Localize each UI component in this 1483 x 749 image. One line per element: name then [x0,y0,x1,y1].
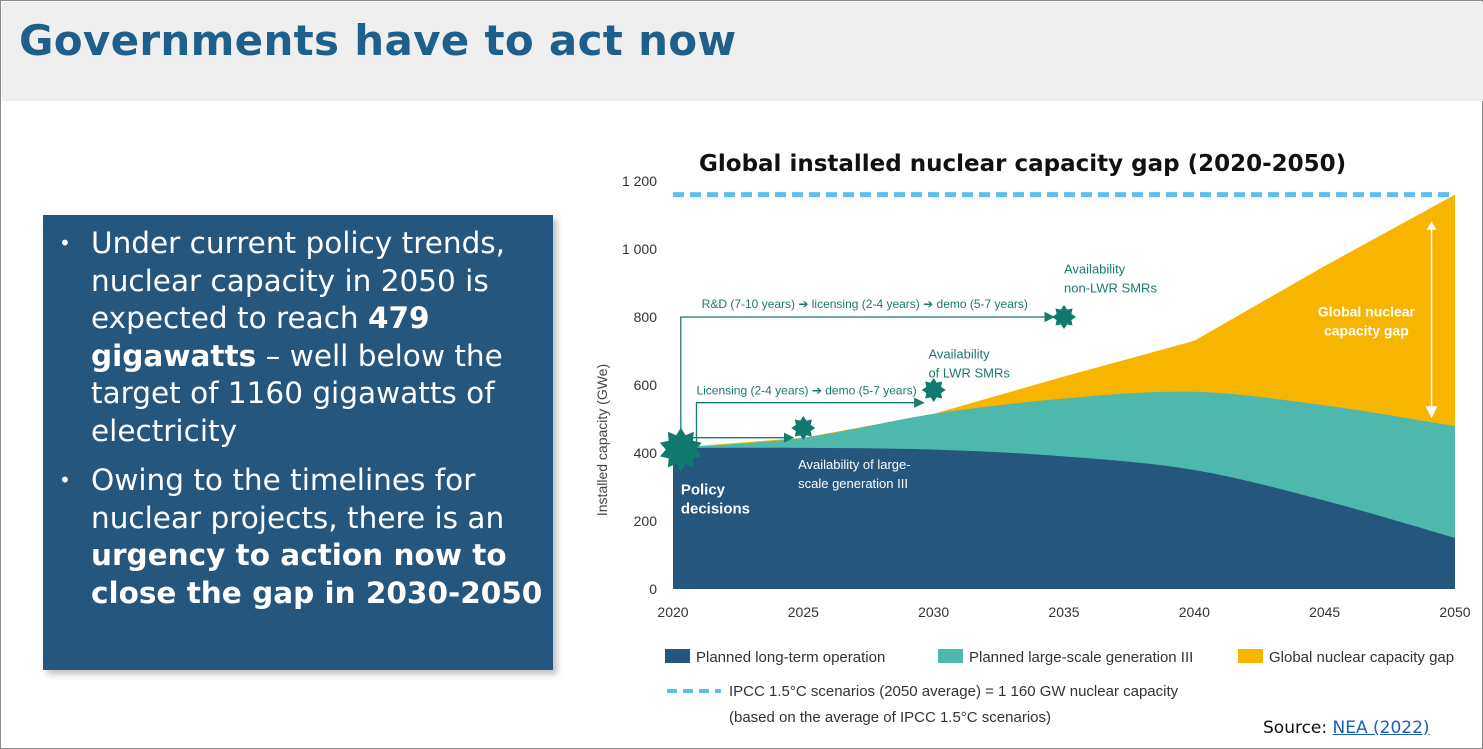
gap-arrow-head-icon [1426,221,1437,230]
y-tick-label: 1 000 [622,241,657,257]
milestone-label: Availability of large- [798,457,910,472]
legend-label: Planned long-term operation [696,649,885,666]
legend-swatch [1238,649,1263,663]
bullet-dot-icon: • [59,231,71,255]
bullet-text: Owing to the timelines for nuclear proje… [91,463,543,610]
page-title: Governments have to act now [19,16,737,65]
milestone-label: of LWR SMRs [928,366,1010,381]
legend-label: Global nuclear capacity gap [1269,649,1454,666]
milestone-star-icon [921,378,946,402]
bullet-dot-icon: • [59,468,71,492]
milestone-label: non-LWR SMRs [1064,280,1157,295]
source-label: Source: [1263,718,1333,738]
y-tick-label: 1 200 [622,173,657,189]
y-tick-label: 800 [634,309,658,325]
capacity-chart: 0 200 400 600 800 1 000 1 200 2020 2025 2030 2035 2… [594,173,1471,726]
milestone-label: Policy [681,482,726,499]
bullet-item: • Owing to the timelines for nuclear pro… [57,462,543,612]
licensing-timeline-arrow [695,397,925,450]
x-tick-label: 2035 [1048,604,1079,620]
y-axis-label: Installed capacity (GWe) [594,364,610,516]
milestone-label: Availability [1064,261,1126,276]
bullet-emphasis: 479 gigawatts [91,301,430,373]
milestone-label: Availability [928,347,990,362]
x-tick-label: 2025 [788,604,819,620]
x-tick-label: 2045 [1309,604,1340,620]
source-link[interactable]: NEA (2022) [1332,718,1430,738]
annotation-text: Licensing (2-4 years) ➔ demo (5-7 years) [696,384,916,398]
x-tick-label: 2020 [657,604,688,620]
milestone-label: scale generation III [798,476,908,491]
chart-title: Global installed nuclear capacity gap (2… [699,151,1347,177]
gap-label: capacity gap [1324,322,1409,338]
milestone-star-icon [1052,305,1076,329]
legend-swatch [665,649,690,663]
bullet-panel: • Under current policy trends, nuclear c… [43,215,553,670]
milestone-star-icon [659,427,702,472]
legend-label: IPCC 1.5°C scenarios (2050 average) = 1 … [729,683,1179,700]
lto-area [673,447,1455,589]
milestone-label: decisions [681,501,750,518]
bullet-emphasis: urgency to action now to close the gap i… [91,538,543,610]
milestone-star-icon [791,416,816,440]
y-tick-label: 200 [634,513,658,529]
legend-label: (based on the average of IPCC 1.5°C scen… [729,709,1051,726]
x-tick-label: 2050 [1439,604,1470,620]
source-line: Source: NEA (2022) [1263,718,1430,738]
rd-timeline-arrow [680,311,1055,450]
gap-label: Global nuclear [1318,303,1416,319]
x-tick-label: 2040 [1179,604,1210,620]
bullet-text: Under current policy trends, nuclear cap… [91,226,506,448]
legend-swatch [938,649,963,663]
y-tick-label: 600 [634,377,658,393]
legend-label: Planned large-scale generation III [969,649,1193,666]
annotation-text: R&D (7-10 years) ➔ licensing (2-4 years)… [702,297,1028,311]
x-tick-label: 2030 [918,604,949,620]
bullet-item: • Under current policy trends, nuclear c… [57,225,543,450]
y-tick-label: 0 [649,581,657,597]
title-bar: Governments have to act now [2,2,1483,101]
y-tick-label: 400 [634,445,658,461]
